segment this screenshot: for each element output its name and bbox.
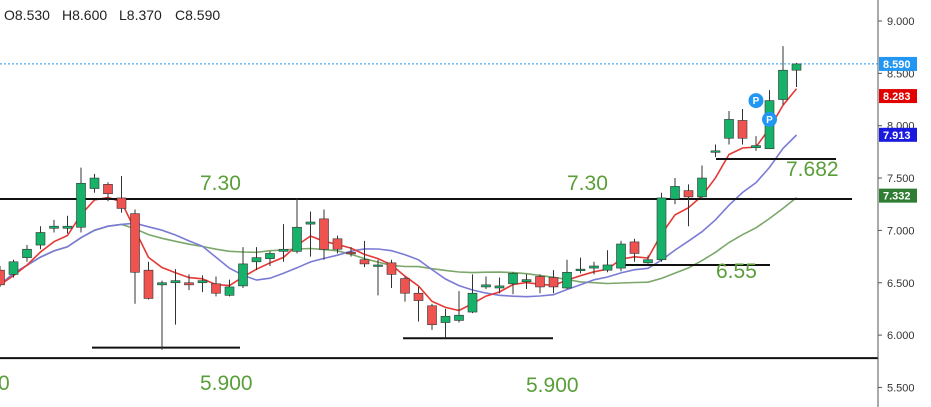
y-tick-label: 5.500 <box>887 382 915 394</box>
candle-down[interactable] <box>629 241 640 254</box>
candle-up[interactable] <box>251 257 262 263</box>
candle-up[interactable] <box>724 119 734 139</box>
candle-up[interactable] <box>49 225 59 229</box>
candle-up[interactable] <box>454 314 464 321</box>
candle-up[interactable] <box>575 268 586 271</box>
candle-up[interactable] <box>265 253 275 259</box>
candle-up[interactable] <box>197 280 208 284</box>
price-tag <box>879 89 917 104</box>
price-tag <box>879 127 917 142</box>
candles[interactable] <box>0 46 802 350</box>
price-tag-label: 8.283 <box>883 91 911 103</box>
candle-up[interactable] <box>35 232 46 246</box>
candle-up[interactable] <box>481 284 491 288</box>
candle-up[interactable] <box>562 271 572 289</box>
ohlc-close: C8.590 <box>175 7 220 23</box>
candle-up[interactable] <box>238 263 248 287</box>
candle-up[interactable] <box>521 279 532 283</box>
level-label: 5.900 <box>526 374 579 397</box>
candle-down[interactable] <box>683 190 694 198</box>
candle-down[interactable] <box>143 269 154 299</box>
price-tag <box>879 56 917 71</box>
candle-up[interactable] <box>697 177 707 198</box>
y-tick-label: 6.000 <box>887 330 915 342</box>
pin-marker-icon[interactable] <box>762 111 777 127</box>
level-label: 5.900 <box>200 372 253 395</box>
candle-up[interactable] <box>224 286 235 296</box>
price-tag-label: 7.332 <box>883 191 911 203</box>
y-tick-label: 7.500 <box>887 173 915 185</box>
candle-up[interactable] <box>305 221 316 225</box>
price-tags: 8.590 8.283 7.913 7.332 <box>879 56 917 203</box>
price-tag-label: 8.590 <box>883 59 911 71</box>
level-label: 6.55 <box>716 260 757 283</box>
candle-up[interactable] <box>791 63 802 71</box>
candle-up[interactable] <box>170 280 181 284</box>
y-tick-label: 7.000 <box>887 225 915 237</box>
candle-down[interactable] <box>400 278 410 294</box>
ohlc-open: O8.530 <box>4 7 50 23</box>
candle-down[interactable] <box>548 277 559 288</box>
candle-up[interactable] <box>62 225 73 229</box>
candle-down[interactable] <box>0 269 5 286</box>
candle-up[interactable] <box>440 315 451 323</box>
candle-down[interactable] <box>535 276 545 288</box>
candle-up[interactable] <box>643 259 653 264</box>
candle-down[interactable] <box>346 252 356 255</box>
candle-up[interactable] <box>373 264 383 267</box>
candle-up[interactable] <box>278 248 289 252</box>
pin-markers[interactable]: PP <box>748 93 778 127</box>
y-tick-label: 9.000 <box>887 16 915 28</box>
candle-up[interactable] <box>494 285 505 289</box>
candle-up[interactable] <box>157 282 167 286</box>
candle-up[interactable] <box>508 273 518 285</box>
level-label: 7.30 <box>567 172 608 195</box>
ohlc-low: L8.370 <box>119 7 162 23</box>
y-tick-label: 8.500 <box>887 68 915 80</box>
candle-up[interactable] <box>751 145 761 148</box>
candle-down[interactable] <box>319 218 329 250</box>
candle-down[interactable] <box>184 282 194 286</box>
ohlc-readout: O8.530 H8.600 L8.370 C8.590 <box>4 7 220 23</box>
candle-up[interactable] <box>89 177 100 189</box>
price-tag-label: 7.913 <box>883 130 911 142</box>
support-resistance-lines[interactable] <box>0 157 878 360</box>
candle-up[interactable] <box>76 182 86 228</box>
candle-up[interactable] <box>589 265 599 269</box>
level-label: 7.30 <box>200 172 241 195</box>
candle-down[interactable] <box>116 197 127 209</box>
price-tag <box>879 188 917 203</box>
candle-down[interactable] <box>103 184 113 195</box>
candle-down[interactable] <box>413 292 424 301</box>
candle-up[interactable] <box>467 292 478 313</box>
pin-marker-label: P <box>753 96 760 107</box>
pin-marker-icon[interactable] <box>748 93 764 109</box>
pin-marker-label: P <box>766 115 773 126</box>
level-annotations: 7.30 7.30 7.682 6.55 5.900 5.900 0 <box>0 158 839 397</box>
y-tick-label: 6.500 <box>887 278 915 290</box>
candle-up[interactable] <box>778 69 788 100</box>
ohlc-high: H8.600 <box>62 7 107 23</box>
candle-up[interactable] <box>656 197 667 261</box>
candle-up[interactable] <box>710 150 721 153</box>
candle-up[interactable] <box>670 186 680 200</box>
candle-down[interactable] <box>359 259 370 265</box>
candle-up[interactable] <box>292 226 302 252</box>
candle-down[interactable] <box>130 213 140 273</box>
candle-down[interactable] <box>737 120 748 139</box>
level-label: 7.682 <box>786 158 839 181</box>
candle-up[interactable] <box>602 264 613 271</box>
ma-slow-line <box>0 196 797 286</box>
candle-down[interactable] <box>211 283 221 294</box>
candle-up[interactable] <box>616 243 626 269</box>
candle-up[interactable] <box>22 248 32 258</box>
candle-down[interactable] <box>386 262 397 275</box>
candle-down[interactable] <box>332 238 343 250</box>
candle-down[interactable] <box>427 305 437 325</box>
edge-label: 0 <box>0 372 10 395</box>
candle-up[interactable] <box>8 261 19 275</box>
